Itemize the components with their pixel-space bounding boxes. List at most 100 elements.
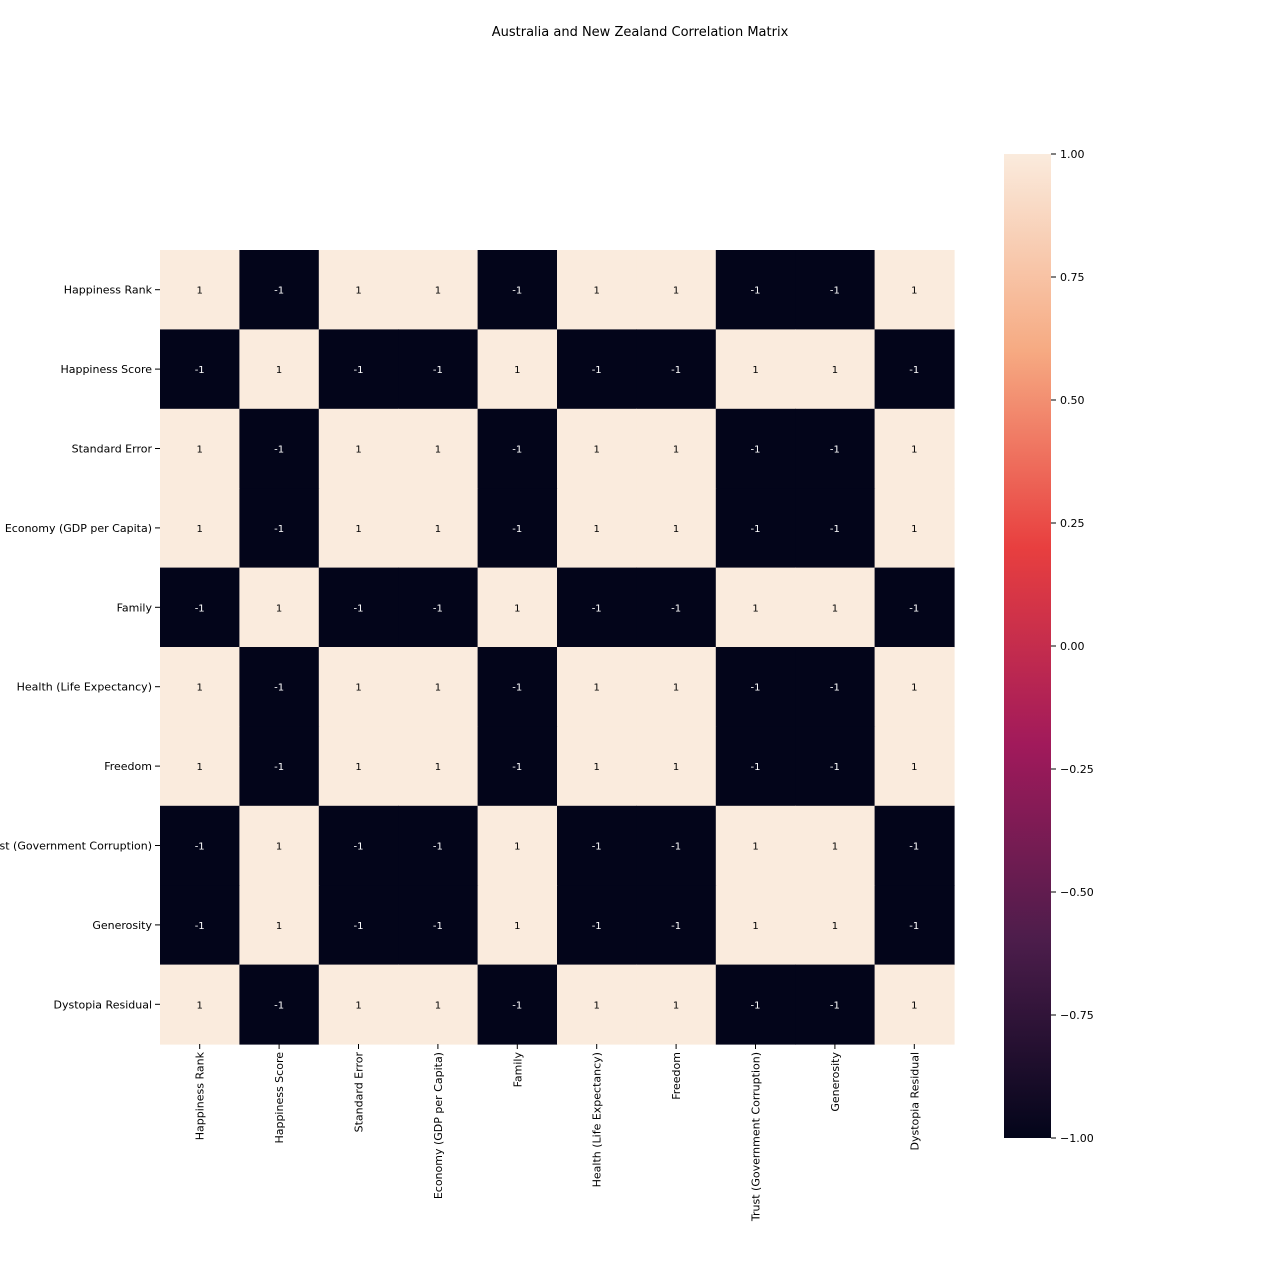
heatmap-cell [874,647,955,727]
heatmap-cell [239,964,320,1045]
cell-value-label: -1 [909,921,919,932]
heatmap-cell [715,805,796,886]
cell-value-label: -1 [512,1000,522,1011]
colorbar-tick-label: −1.00 [1060,1132,1094,1145]
cell-value-label: 1 [276,921,282,932]
cell-value-label: -1 [512,286,522,297]
y-tick-label: Family [117,601,153,614]
heatmap-cell [160,329,240,410]
heatmap-cell [398,488,479,569]
heatmap-cell [874,805,955,886]
x-tick-label: Standard Error [353,1052,366,1133]
heatmap-cell [160,250,240,330]
heatmap-cell [477,647,558,727]
cell-value-label: 1 [197,683,203,694]
cell-value-label: 1 [673,524,679,535]
heatmap-cell [318,567,399,648]
cell-value-label: -1 [274,762,284,773]
heatmap-cell [160,885,240,966]
cell-value-label: 1 [355,762,361,773]
cell-value-label: -1 [671,921,681,932]
heatmap-cell [715,647,796,727]
heatmap-cell [557,805,637,886]
heatmap-cell [874,964,955,1045]
heatmap-cell [636,647,717,727]
cell-value-label: -1 [512,524,522,535]
heatmap-cell [715,250,796,330]
heatmap-cell [318,329,399,410]
heatmap-cell [874,329,955,410]
cell-value-label: 1 [673,683,679,694]
cell-value-label: 1 [435,445,441,456]
cell-value-label: 1 [514,365,520,376]
cell-value-label: -1 [830,1000,840,1011]
cell-value-label: 1 [514,921,520,932]
cell-value-label: -1 [512,445,522,456]
heatmap-cell [160,805,240,886]
cell-value-label: -1 [671,842,681,853]
heatmap-cell [557,647,637,727]
heatmap-cell [160,726,240,807]
heatmap-cell [795,488,876,569]
x-tick-label: Freedom [670,1052,683,1100]
cell-value-label: 1 [594,683,600,694]
y-tick-label: Dystopia Residual [54,998,152,1011]
heatmap-cell [477,250,558,330]
cell-value-label: 1 [276,842,282,853]
heatmap-cell [795,964,876,1045]
cell-value-label: 1 [514,603,520,614]
cell-value-label: 1 [197,762,203,773]
colorbar-tick-label: −0.25 [1060,763,1094,776]
cell-value-label: -1 [751,762,761,773]
cell-value-label: -1 [671,603,681,614]
colorbar-tick-label: −0.75 [1060,1009,1094,1022]
cell-value-label: -1 [274,1000,284,1011]
cell-value-label: 1 [355,683,361,694]
cell-value-label: -1 [830,683,840,694]
cell-value-label: 1 [435,683,441,694]
heatmap-cell [874,567,955,648]
cell-value-label: -1 [195,921,205,932]
x-tick-label: Happiness Rank [194,1051,207,1140]
heatmap-cell [795,805,876,886]
heatmap-cell [318,250,399,330]
heatmap-cell [715,329,796,410]
colorbar-tick-label: 0.25 [1060,517,1085,530]
cell-value-label: -1 [433,365,443,376]
cell-value-label: 1 [514,842,520,853]
heatmap-cell [160,567,240,648]
heatmap-cell [795,885,876,966]
cell-value-label: -1 [274,683,284,694]
cell-value-label: 1 [832,365,838,376]
heatmap-cell [398,408,479,489]
cell-value-label: -1 [354,921,364,932]
heatmap-cell [239,647,320,727]
heatmap-cell [795,647,876,727]
y-axis-tick-labels: Happiness Rank Happiness Score Standard Er… [0,284,160,1011]
cell-value-label: 1 [435,1000,441,1011]
heatmap-cell [636,488,717,569]
x-tick-label: Trust (Government Corruption) [750,1052,763,1222]
cell-value-label: 1 [911,1000,917,1011]
chart-title: Australia and New Zealand Correlation Ma… [492,25,789,40]
x-tick-label: Generosity [829,1052,842,1112]
cell-value-label: 1 [355,445,361,456]
colorbar-tick-label: 0.50 [1060,394,1085,407]
cell-value-label: -1 [195,365,205,376]
heatmap-cell [795,250,876,330]
cell-value-label: -1 [830,762,840,773]
heatmap-cell [715,885,796,966]
heatmap-cell [398,567,479,648]
x-tick-label: Dystopia Residual [908,1052,921,1150]
heatmap-cell [477,885,558,966]
cell-value-label: -1 [195,603,205,614]
cell-value-label: 1 [594,524,600,535]
heatmap-cell [398,726,479,807]
heatmap-cell [795,726,876,807]
cell-value-label: 1 [911,286,917,297]
heatmap-cell [795,567,876,648]
heatmap-cell [239,250,320,330]
cell-value-label: 1 [594,445,600,456]
heatmap-cell [318,647,399,727]
cell-value-label: -1 [592,842,602,853]
